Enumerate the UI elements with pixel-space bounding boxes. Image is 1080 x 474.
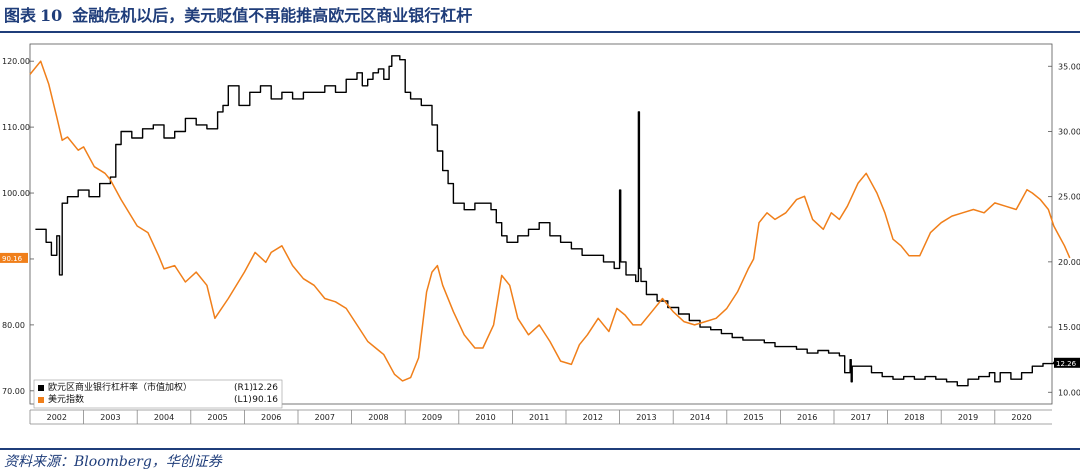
legend-series-name: 欧元区商业银行杠杆率（市值加权） bbox=[48, 381, 192, 393]
x-tick-label: 2004 bbox=[154, 413, 174, 422]
left-tick-label: 80.00 bbox=[2, 321, 25, 330]
legend-axis-tag: (L1) bbox=[234, 395, 252, 405]
leverage-axis-tag-bg bbox=[1054, 357, 1080, 368]
legend-box bbox=[33, 379, 283, 409]
right-tick-label: 25.00 bbox=[1058, 193, 1080, 202]
legend-axis-tag: (R1) bbox=[234, 383, 253, 393]
series-layer bbox=[29, 55, 1071, 387]
x-tick-label: 2019 bbox=[958, 413, 978, 422]
x-tick-label: 2017 bbox=[851, 413, 871, 422]
right-tick-label: 20.00 bbox=[1058, 258, 1080, 267]
line-chart: 70.0080.0090.00100.00110.00120.0010.0015… bbox=[0, 43, 1080, 425]
leverage-axis-tag: 12.26 bbox=[1056, 360, 1077, 368]
x-tick-label: 2011 bbox=[529, 413, 549, 422]
series-line-dollar-index bbox=[29, 60, 1071, 382]
title-rule bbox=[0, 31, 1080, 33]
dollar-index-axis-tag: 90.16 bbox=[2, 255, 23, 263]
legend-last-value: 90.16 bbox=[252, 395, 278, 405]
right-tick-label: 35.00 bbox=[1058, 62, 1080, 71]
x-tick-label: 2009 bbox=[422, 413, 442, 422]
x-tick-label: 2007 bbox=[315, 413, 335, 422]
x-tick-label: 2003 bbox=[100, 413, 120, 422]
series-line-leverage bbox=[35, 55, 1066, 387]
x-tick-label: 2006 bbox=[261, 413, 281, 422]
source-rule bbox=[0, 448, 1080, 450]
x-tick-label: 2014 bbox=[690, 413, 710, 422]
figure-title-text: 金融危机以后，美元贬值不再能推高欧元区商业银行杠杆 bbox=[72, 6, 473, 25]
x-tick-label: 2012 bbox=[583, 413, 603, 422]
legend: 欧元区商业银行杠杆率（市值加权） (R1) 12.26 美元指数 (L1) 90.16 bbox=[33, 379, 283, 409]
x-tick-label: 2013 bbox=[636, 413, 656, 422]
left-tick-label: 70.00 bbox=[2, 387, 25, 396]
figure-title: 图表 10 金融危机以后，美元贬值不再能推高欧元区商业银行杠杆 bbox=[4, 3, 472, 29]
x-tick-label: 2008 bbox=[368, 413, 388, 422]
axes: 70.0080.0090.00100.00110.00120.0010.0015… bbox=[2, 43, 1080, 425]
x-tick-label: 2020 bbox=[1011, 413, 1031, 422]
x-tick-label: 2018 bbox=[904, 413, 924, 422]
last-value-tags: 90.16 12.26 bbox=[0, 252, 1080, 368]
figure-number: 10 bbox=[40, 6, 63, 25]
left-tick-label: 100.00 bbox=[2, 189, 30, 198]
dollar-index-axis-tag-bg bbox=[0, 252, 28, 263]
legend-series-name: 美元指数 bbox=[48, 393, 84, 405]
figure-label: 图表 bbox=[4, 6, 37, 25]
plot-frame bbox=[29, 43, 1053, 405]
legend-swatch bbox=[38, 397, 44, 403]
left-tick-label: 120.00 bbox=[2, 57, 30, 66]
right-tick-label: 10.00 bbox=[1058, 388, 1080, 397]
x-tick-label: 2015 bbox=[743, 413, 763, 422]
x-tick-label: 2016 bbox=[797, 413, 817, 422]
legend-swatch bbox=[38, 385, 44, 391]
legend-last-value: 12.26 bbox=[252, 383, 278, 393]
left-tick-label: 110.00 bbox=[2, 123, 30, 132]
x-tick-label: 2010 bbox=[475, 413, 495, 422]
x-tick-label: 2005 bbox=[207, 413, 227, 422]
right-tick-label: 30.00 bbox=[1058, 127, 1080, 136]
right-tick-label: 15.00 bbox=[1058, 323, 1080, 332]
x-tick-label: 2002 bbox=[47, 413, 67, 422]
source-note: 资料来源：Bloomberg，华创证券 bbox=[4, 454, 222, 470]
